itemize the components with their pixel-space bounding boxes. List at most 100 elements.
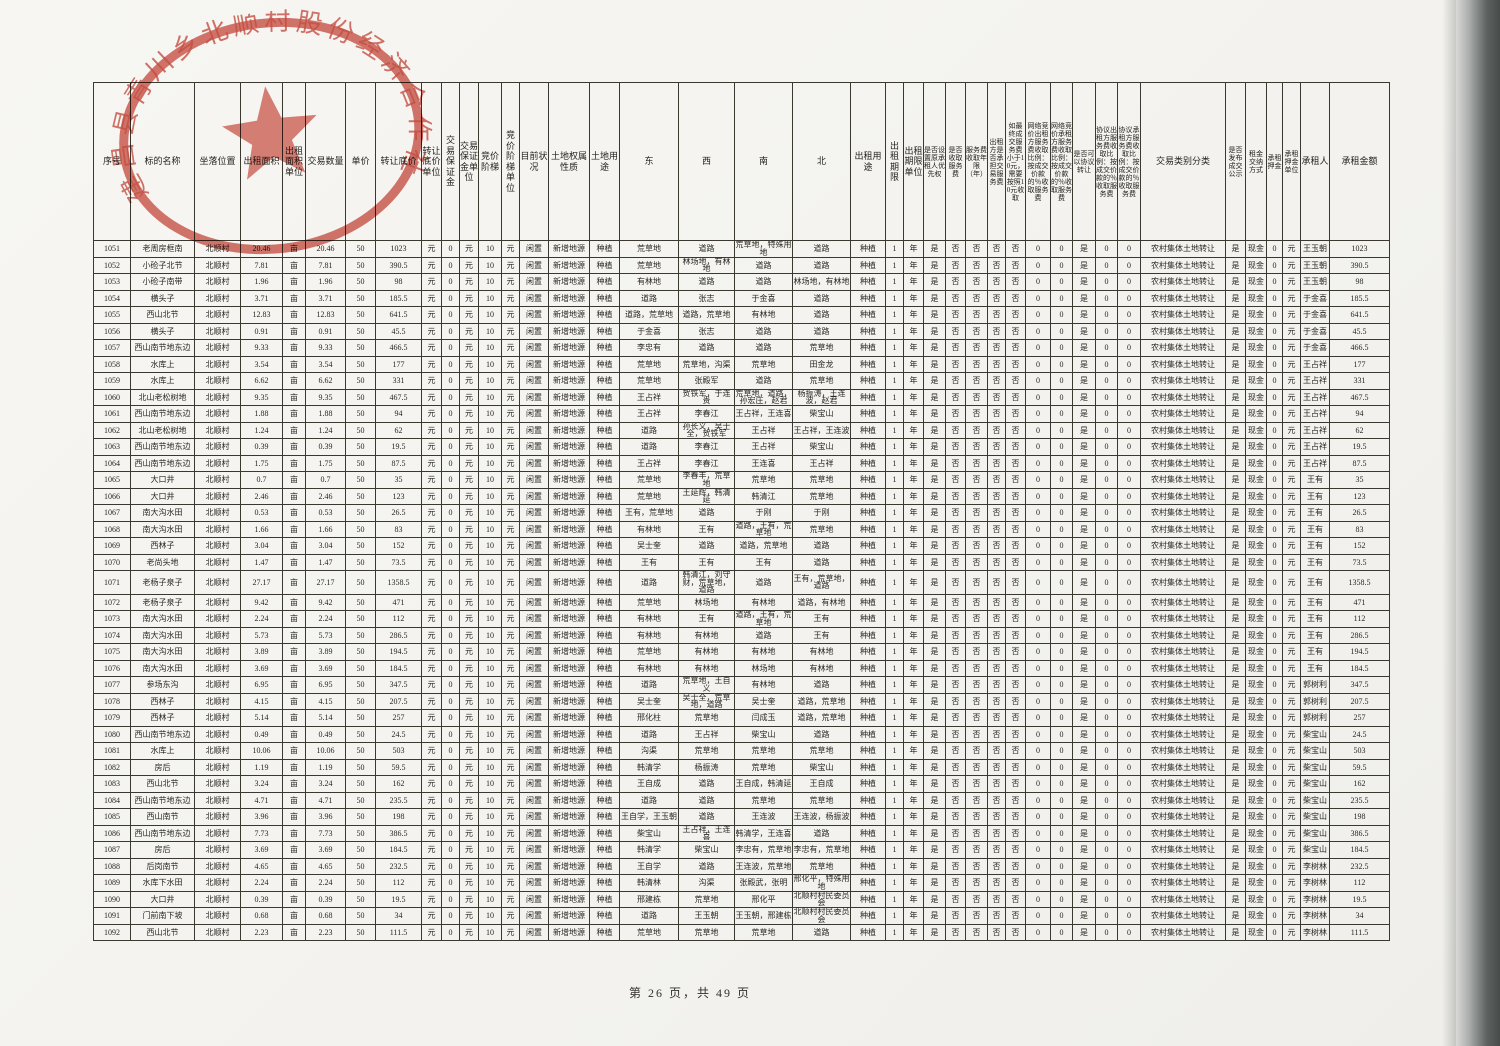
table-row: 1066 大口井 北顺村 2.46 亩 2.46 50 123 元 0 元 10 元闲置 新增地源 种植 荒草… (93, 487, 1390, 505)
cell-service-fee-years: 否 (965, 791, 988, 809)
cell-service-fee: 否 (945, 676, 966, 694)
cell-rent-pledge: 0 (1266, 593, 1283, 611)
cell-floor-price: 347.5 (375, 676, 422, 694)
cell-quantity: 2.24 (305, 874, 346, 892)
cell-quantity: 1.75 (305, 454, 346, 472)
cell-bid-ladder: 10 (478, 775, 502, 793)
cell-service-fee: 否 (945, 405, 966, 423)
cell-bid-ladder-unit: 元 (501, 438, 520, 456)
cell-priority-right: 是 (923, 355, 946, 373)
cell-lessee: 王占祥 (1300, 405, 1330, 423)
cell-rent-pledge: 0 (1266, 570, 1283, 595)
cell-bid-ladder-unit: 元 (501, 791, 520, 809)
cell-rent-payment-method: 现金 (1245, 454, 1267, 472)
cell-deal-announcement: 是 (1225, 643, 1246, 661)
cell-lessor-bears-fee: 否 (987, 593, 1006, 611)
cell-area: 2.46 (240, 487, 283, 505)
cell-online-lessor-fee-ratio: 0 (1025, 240, 1051, 258)
cell-lease-use: 种植 (850, 471, 886, 489)
cell-rent-amount: 19.5 (1329, 890, 1390, 908)
cell-south: 于刚 (734, 504, 793, 522)
cell-area: 0.53 (240, 504, 283, 522)
cell-lease-term: 1 (885, 676, 904, 694)
cell-agreement-lessee-fee-ratio: 0 (1117, 553, 1141, 571)
cell-service-fee-years: 否 (965, 322, 988, 340)
cell-agreement-lessor-fee-ratio: 0 (1095, 553, 1118, 571)
cell-land-use: 种植 (589, 725, 620, 743)
cell-service-fee: 否 (945, 454, 966, 472)
cell-east: 有林地 (619, 520, 679, 538)
table-row: 1074 南大沟水田 北顺村 5.73 亩 5.73 50 286.5 元 0 元 10 元闲置 新增地源… (93, 626, 1390, 644)
table-row: 1080 西山南节地东边 北顺村 0.49 亩 0.49 50 24.5 元 0 元 10 元闲置 新增地… (93, 725, 1390, 743)
cell-online-lessor-fee-ratio: 0 (1025, 659, 1051, 677)
cell-online-lessee-fee-ratio: 0 (1050, 388, 1073, 406)
cell-index: 1074 (93, 626, 131, 644)
cell-trade-category: 农村集体土地转让 (1140, 692, 1226, 710)
cell-lessee: 王有 (1300, 643, 1330, 661)
cell-rent-pledge: 0 (1266, 504, 1283, 522)
cell-bid-ladder: 10 (478, 874, 502, 892)
table-row: 1077 参场东沟 北顺村 6.95 亩 6.95 50 347.5 元 0 元 10 元闲置 新增地源种… (93, 676, 1390, 694)
cell-west: 贺铁军，于连贵 (678, 388, 735, 406)
cell-agreement-lessor-fee-ratio: 0 (1095, 487, 1118, 505)
cell-deposit-unit: 元 (459, 758, 479, 776)
cell-trade-category: 农村集体土地转让 (1140, 421, 1226, 439)
cell-quantity: 1.66 (305, 520, 346, 538)
col-header-rent-pledge: 承租押金 (1266, 82, 1283, 241)
cell-rent-amount: 471 (1329, 593, 1390, 611)
cell-rent-amount: 257 (1329, 709, 1390, 727)
cell-priority-right: 是 (923, 593, 946, 611)
cell-lessor-bears-fee: 否 (987, 890, 1006, 908)
cell-online-lessee-fee-ratio: 0 (1050, 289, 1073, 307)
cell-area-unit: 亩 (282, 570, 306, 595)
cell-rent-payment-method: 现金 (1245, 289, 1267, 307)
cell-area: 4.15 (240, 692, 283, 710)
cell-ownership: 新增地源 (548, 626, 590, 644)
cell-trade-category: 农村集体土地转让 (1140, 256, 1226, 274)
cell-trade-category: 农村集体土地转让 (1140, 676, 1226, 694)
cell-ownership: 新增地源 (548, 520, 590, 538)
cell-rent-pledge: 0 (1266, 923, 1283, 941)
cell-online-lessee-fee-ratio: 0 (1050, 857, 1073, 875)
cell-name: 西山南节地东边 (130, 339, 195, 357)
cell-south: 荒草地 (734, 791, 793, 809)
cell-rent-pledge-unit: 元 (1282, 791, 1301, 809)
cell-area: 3.69 (240, 841, 283, 859)
cell-area-unit: 亩 (282, 709, 306, 727)
cell-index: 1069 (93, 537, 131, 555)
cell-rent-pledge: 0 (1266, 758, 1283, 776)
cell-min-fee-rule: 否 (1005, 890, 1026, 908)
cell-lessee: 柴宝山 (1300, 742, 1330, 760)
cell-location: 北顺村 (194, 874, 241, 892)
cell-min-fee-rule: 否 (1005, 659, 1026, 677)
cell-online-lessee-fee-ratio: 0 (1050, 504, 1073, 522)
cell-agreement-lessee-fee-ratio: 0 (1117, 593, 1141, 611)
cell-deposit-unit: 元 (459, 742, 479, 760)
cell-service-fee: 否 (945, 339, 966, 357)
cell-rent-payment-method: 现金 (1245, 841, 1267, 859)
cell-online-lessee-fee-ratio: 0 (1050, 471, 1073, 489)
cell-deposit-unit: 元 (459, 306, 479, 324)
cell-priority-right: 是 (923, 438, 946, 456)
cell-negotiable-transfer: 是 (1072, 306, 1096, 324)
cell-area: 10.06 (240, 742, 283, 760)
cell-deposit: 0 (441, 289, 460, 307)
cell-deposit-unit: 元 (459, 520, 479, 538)
cell-index: 1067 (93, 504, 131, 522)
cell-south: 王占祥 (734, 421, 793, 439)
cell-ownership: 新增地源 (548, 725, 590, 743)
cell-index: 1078 (93, 692, 131, 710)
cell-agreement-lessee-fee-ratio: 0 (1117, 874, 1141, 892)
cell-area: 6.95 (240, 676, 283, 694)
cell-agreement-lessor-fee-ratio: 0 (1095, 692, 1118, 710)
cell-bid-ladder-unit: 元 (501, 907, 520, 925)
cell-quantity: 0.7 (305, 471, 346, 489)
cell-deposit: 0 (441, 742, 460, 760)
cell-location: 北顺村 (194, 808, 241, 826)
cell-min-fee-rule: 否 (1005, 421, 1026, 439)
cell-deposit-unit: 元 (459, 487, 479, 505)
cell-bid-ladder: 10 (478, 306, 502, 324)
cell-rent-pledge-unit: 元 (1282, 692, 1301, 710)
cell-negotiable-transfer: 是 (1072, 322, 1096, 340)
cell-quantity: 9.42 (305, 593, 346, 611)
